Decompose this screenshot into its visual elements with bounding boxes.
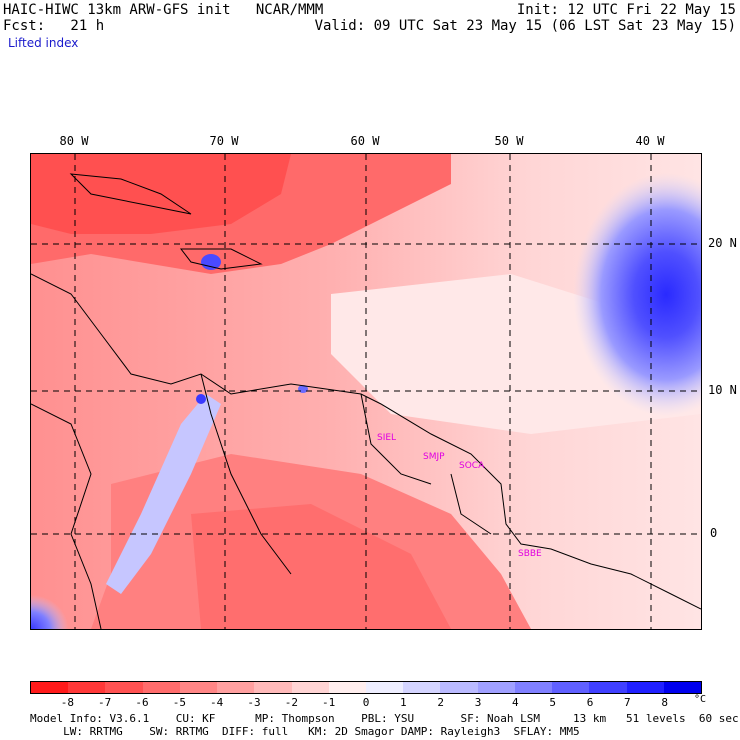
station-siel: SIEL xyxy=(377,433,397,443)
colorbar-segment xyxy=(403,682,441,693)
colorbar-tick-label: -6 xyxy=(135,696,149,709)
colorbar-tick-label: -3 xyxy=(247,696,261,709)
colorbar-segment xyxy=(589,682,627,693)
colorbar-tick-label: -4 xyxy=(210,696,224,709)
lon-label-40w: 40 W xyxy=(635,134,665,148)
colorbar-tick-label: 3 xyxy=(474,696,482,709)
colorbar-segment xyxy=(254,682,292,693)
colorbar-segment xyxy=(663,682,701,693)
colorbar-tick-label: -8 xyxy=(60,696,74,709)
map-canvas xyxy=(31,154,701,629)
colorbar-tick-label: -5 xyxy=(172,696,186,709)
colorbar-segment xyxy=(440,682,478,693)
colorbar-tick-label: 0 xyxy=(362,696,370,709)
colorbar-segment xyxy=(477,682,515,693)
colorbar-segment xyxy=(552,682,590,693)
colorbar-segment xyxy=(626,682,664,693)
colorbar-segment xyxy=(328,682,366,693)
colorbar-tick-label: -7 xyxy=(98,696,112,709)
colorbar-segment xyxy=(142,682,180,693)
colorbar-segment xyxy=(179,682,218,693)
lon-label-80w: 80 W xyxy=(59,134,89,148)
station-soca: SOCA xyxy=(459,461,485,471)
colorbar-segment xyxy=(291,682,329,693)
colorbar-segment xyxy=(31,682,69,693)
lat-label-10n: 10 N xyxy=(708,383,737,397)
colorbar-tick-label: 5 xyxy=(549,696,556,709)
colorbar-segment xyxy=(68,682,106,693)
init-time: Init: 12 UTC Fri 22 May 15 xyxy=(516,2,736,18)
graticule xyxy=(31,154,701,629)
colorbar-tick-label: 4 xyxy=(512,696,519,709)
lifted-index-map xyxy=(30,153,702,630)
colorbar-tick-label: 1 xyxy=(400,696,407,709)
model-info-line2: LW: RRTMG SW: RRTMG DIFF: full KM: 2D Sm… xyxy=(30,725,580,738)
lon-label-60w: 60 W xyxy=(350,134,380,148)
station-smjp: SMJP xyxy=(423,452,445,462)
colorbar-tick-label: 6 xyxy=(586,696,594,709)
colorbar-segment xyxy=(105,682,143,693)
colorbar-segment xyxy=(514,682,553,693)
colorbar-tick-label: -2 xyxy=(284,696,298,709)
field-name: Lifted index xyxy=(8,36,79,50)
colorbar xyxy=(30,681,702,694)
lon-label-70w: 70 W xyxy=(209,134,239,148)
model-title: HAIC-HIWC 13km ARW-GFS init NCAR/MMM xyxy=(3,2,324,18)
forecast-hour: Fcst: 21 h xyxy=(3,18,105,34)
colorbar-unit: °C xyxy=(694,694,707,705)
lat-label-20n: 20 N xyxy=(708,236,737,250)
colorbar-tick-label: 8 xyxy=(661,696,668,709)
colorbar-tick-label: -1 xyxy=(322,696,336,709)
lon-label-50w: 50 W xyxy=(494,134,524,148)
station-sbbe: SBBE xyxy=(518,549,542,559)
lat-label-0: 0 xyxy=(710,526,718,540)
colorbar-tick-label: 7 xyxy=(624,696,631,709)
colorbar-segment xyxy=(217,682,255,693)
valid-time: Valid: 09 UTC Sat 23 May 15 (06 LST Sat … xyxy=(314,18,736,34)
colorbar-segment xyxy=(365,682,404,693)
model-info-line1: Model Info: V3.6.1 CU: KF MP: Thompson P… xyxy=(30,712,739,725)
colorbar-tick-label: 2 xyxy=(437,696,444,709)
